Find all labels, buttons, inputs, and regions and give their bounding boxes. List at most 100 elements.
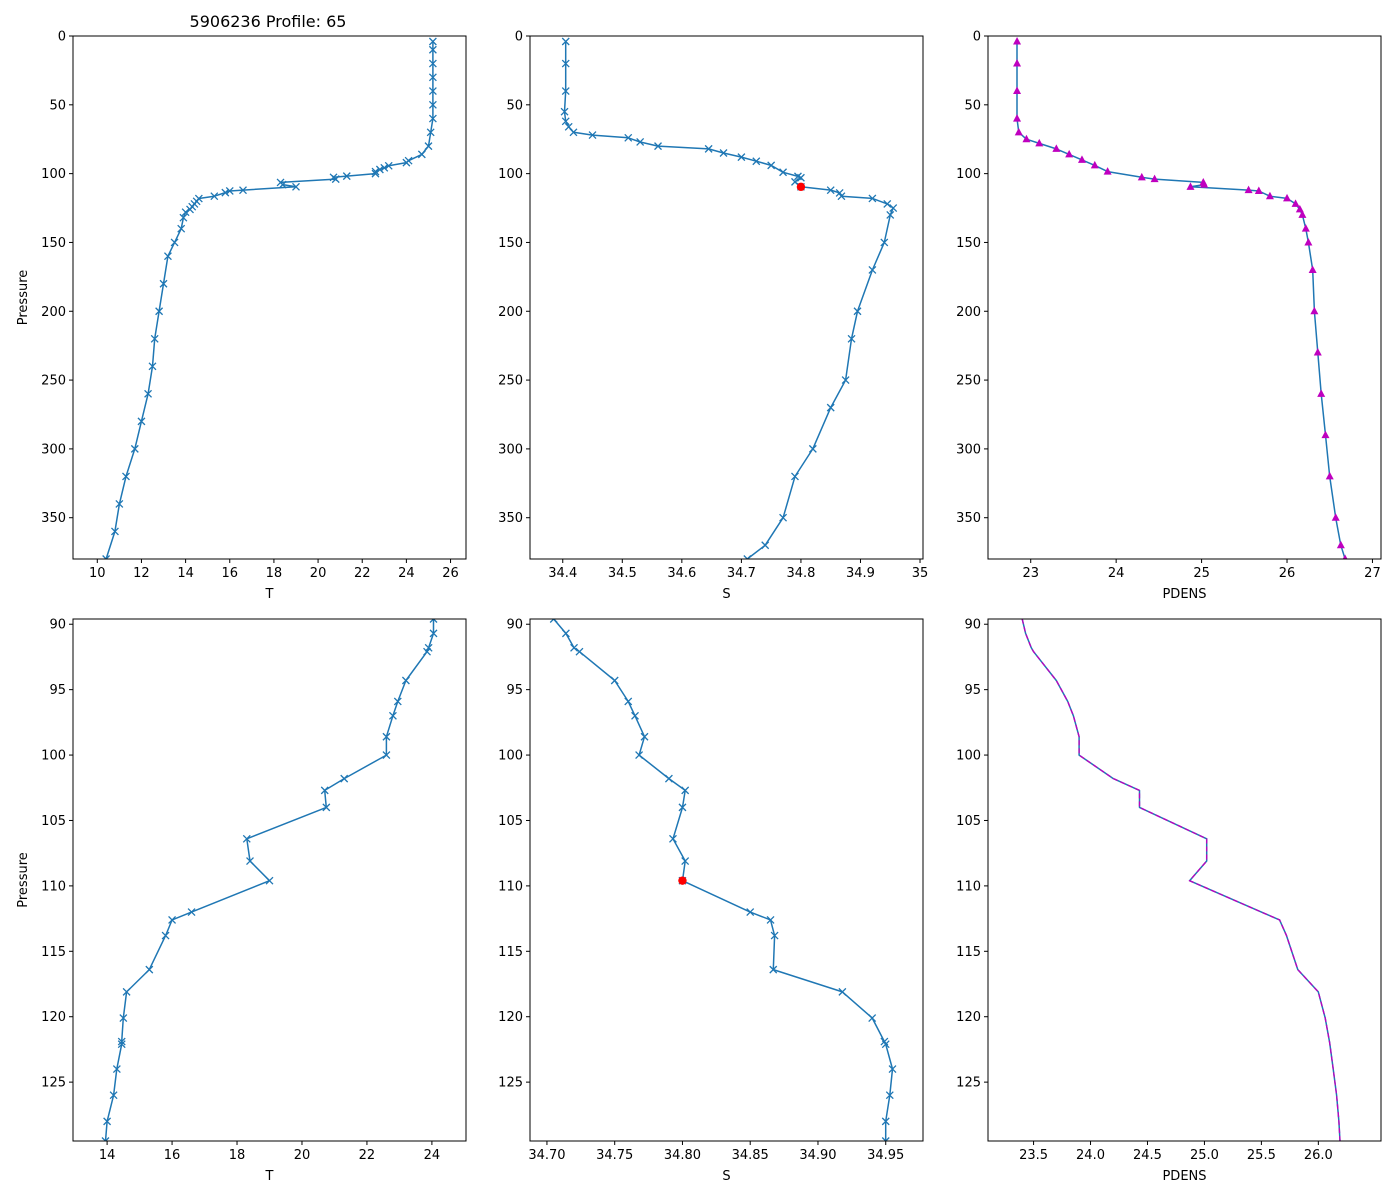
y-tick-label: 125 [956, 1076, 981, 1091]
y-tick-label: 50 [506, 98, 523, 113]
x-tick-label: 34.7 [727, 566, 756, 581]
data-point-marker [560, 107, 569, 116]
y-tick-label: 125 [41, 1076, 66, 1091]
data-point-marker [382, 751, 391, 760]
data-point-marker [428, 37, 437, 46]
axes-frame [987, 618, 1382, 1142]
data-point-marker [242, 834, 251, 843]
data-point-marker [1301, 224, 1310, 232]
x-tick-label: 20 [310, 566, 327, 581]
data-point-marker [1317, 389, 1326, 397]
data-point-marker [880, 238, 889, 247]
data-point-marker [122, 472, 130, 481]
x-tick-label: 35 [912, 566, 929, 581]
data-point-marker [569, 128, 578, 137]
x-tick-label: 25.5 [1247, 1148, 1276, 1163]
y-axis-label: Pressure [16, 852, 31, 908]
plot-area [1013, 37, 1348, 559]
x-tick-label: 24.5 [1133, 1148, 1162, 1163]
data-point-marker [428, 87, 437, 96]
data-point-marker [881, 1137, 890, 1141]
data-point-marker [1013, 114, 1022, 122]
x-tick-label: 26.0 [1304, 1148, 1333, 1163]
data-point-marker [808, 444, 817, 453]
data-point-marker [881, 1117, 890, 1126]
y-axis-label: Pressure [16, 270, 31, 326]
data-point-marker [342, 172, 351, 181]
data-point-marker [1022, 134, 1031, 143]
data-point-marker [101, 1137, 110, 1141]
y-tick-label: 0 [973, 30, 981, 45]
data-point-marker [1103, 167, 1112, 175]
flagged-point-marker [796, 182, 806, 192]
data-point-marker [161, 931, 170, 940]
data-point-marker [426, 128, 435, 137]
data-point-marker [796, 173, 805, 182]
data-point-marker [1342, 554, 1348, 559]
y-tick-label: 300 [956, 442, 981, 457]
data-point-marker [382, 732, 391, 741]
data-point-marker [402, 158, 411, 167]
data-point-marker [1254, 186, 1263, 194]
data-point-marker [417, 150, 426, 159]
data-point-marker [885, 1091, 894, 1100]
data-point-marker [767, 161, 776, 170]
data-point-marker [278, 180, 287, 189]
x-tick-label: 12 [133, 566, 150, 581]
x-tick-label: 16 [164, 1148, 181, 1163]
data-point-marker [719, 149, 728, 157]
data-point-marker [115, 499, 124, 508]
data-point-marker [868, 1014, 877, 1022]
y-tick-label: 50 [964, 98, 981, 113]
figure-title: 5906236 Profile: 65 [190, 12, 347, 31]
data-point-marker [791, 472, 799, 481]
data-point-marker [841, 376, 850, 385]
data-point-marker [371, 167, 380, 176]
y-tick-label: 250 [498, 374, 523, 389]
data-point-marker [575, 647, 584, 656]
data-point-marker [1313, 348, 1322, 356]
panels: 10 12 14 16 18 20 22 24 26050100150200250300350T… [16, 30, 1382, 1184]
data-point-marker [163, 252, 172, 261]
data-point-marker [1265, 191, 1274, 200]
data-point-marker [868, 194, 877, 203]
y-tick-label: 150 [498, 236, 523, 251]
x-tick-label: 34.95 [867, 1148, 904, 1163]
data-point-marker [770, 931, 779, 940]
plot-area [560, 37, 898, 559]
x-tick-label: 34.5 [608, 566, 637, 581]
data-point-marker [103, 1117, 112, 1126]
data-point-marker [791, 177, 799, 186]
data-point-marker [1321, 430, 1330, 439]
data-point-marker [1014, 127, 1023, 136]
data-point-marker [388, 711, 397, 720]
data-point-marker [401, 676, 410, 685]
data-point-marker [137, 417, 146, 426]
data-point-marker [561, 37, 570, 46]
y-tick-label: 105 [498, 814, 523, 829]
data-point-marker [610, 676, 619, 685]
y-tick-label: 100 [498, 749, 523, 764]
data-point-marker [881, 1040, 890, 1049]
y-tick-label: 95 [49, 683, 66, 698]
data-point-marker [1013, 37, 1022, 45]
data-point-marker [737, 153, 746, 162]
data-point-marker [681, 786, 690, 795]
x-axis-label: S [722, 587, 730, 602]
axes-frame [72, 35, 467, 560]
data-point-marker [561, 87, 570, 96]
data-point-marker [320, 786, 329, 795]
data-point-marker [883, 199, 892, 208]
y-tick-label: 0 [58, 30, 66, 45]
data-point-marker [292, 182, 300, 191]
x-tick-label: 24 [398, 566, 415, 581]
data-point-marker [766, 915, 775, 924]
y-tick-label: 250 [41, 374, 66, 389]
x-tick-label: 23 [1022, 566, 1039, 581]
x-tick-label: 27 [1364, 566, 1381, 581]
x-tick-label: 34.75 [596, 1148, 633, 1163]
data-point-marker [1283, 193, 1292, 202]
data-point-marker [130, 444, 139, 453]
x-axis-label: T [265, 587, 274, 602]
